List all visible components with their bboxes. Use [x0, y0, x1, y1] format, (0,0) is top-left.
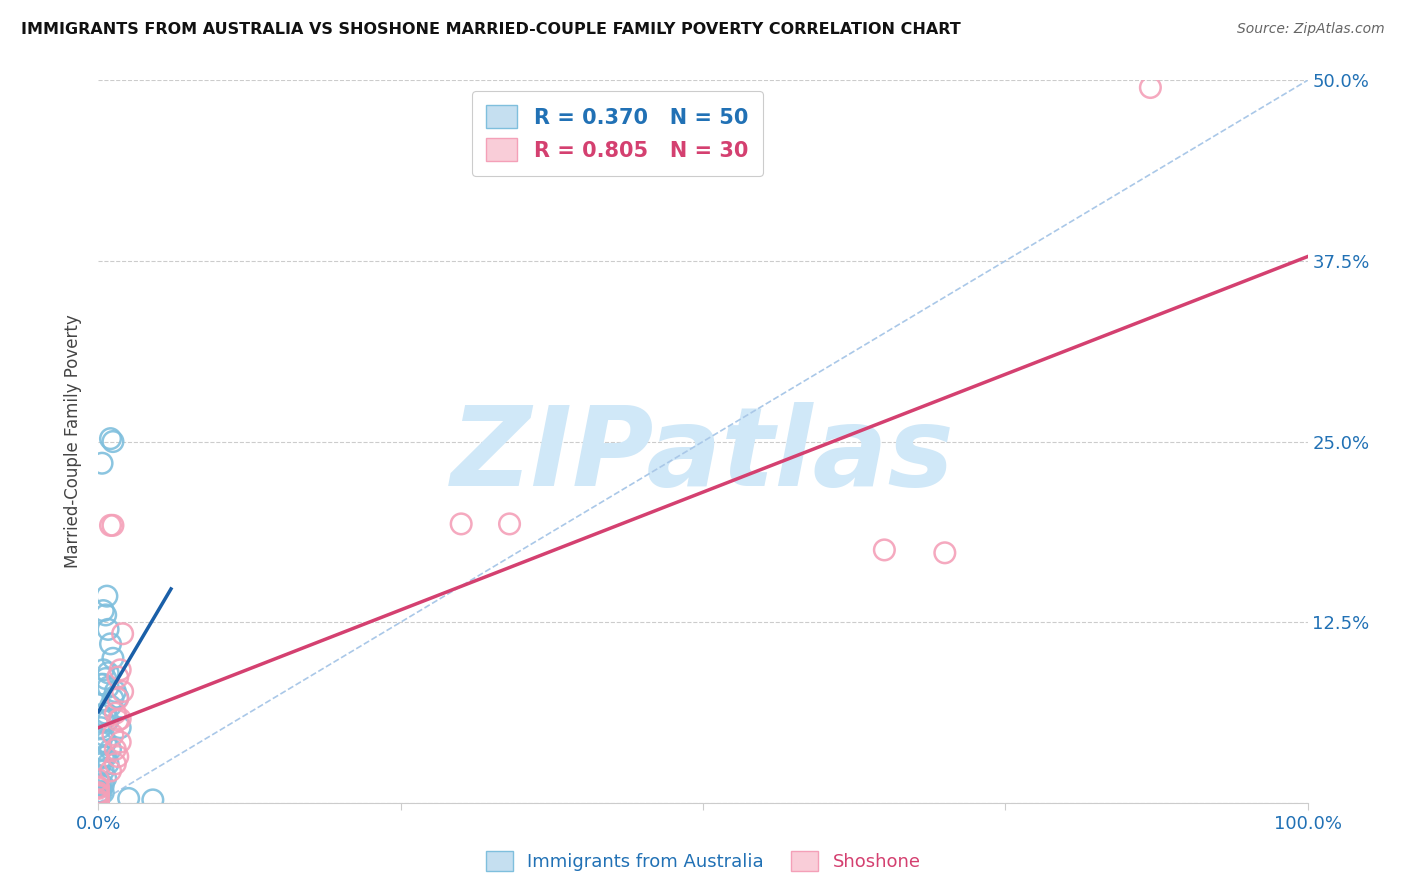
Point — [104, 684, 127, 698]
Point — [107, 691, 129, 706]
Point — [87, 780, 110, 794]
Point — [87, 794, 110, 808]
Point — [91, 604, 114, 618]
Point — [87, 790, 110, 805]
Point — [107, 690, 129, 705]
Point — [111, 626, 134, 640]
Point — [91, 714, 114, 728]
Point — [104, 706, 127, 721]
Point — [96, 589, 118, 603]
Point — [97, 680, 120, 694]
Point — [101, 434, 124, 449]
Point — [450, 516, 472, 531]
Point — [108, 712, 131, 726]
Point — [87, 772, 110, 787]
Point — [107, 670, 129, 684]
Point — [101, 728, 124, 742]
Point — [873, 542, 896, 557]
Point — [94, 771, 117, 785]
Point — [100, 432, 122, 446]
Point — [90, 786, 112, 800]
Point — [87, 786, 110, 800]
Point — [101, 691, 124, 706]
Point — [87, 796, 110, 810]
Point — [118, 791, 141, 805]
Point — [90, 756, 112, 771]
Point — [87, 786, 110, 800]
Point — [97, 623, 120, 637]
Point — [87, 796, 110, 810]
Text: Source: ZipAtlas.com: Source: ZipAtlas.com — [1237, 22, 1385, 37]
Point — [87, 789, 110, 803]
Point — [87, 796, 110, 810]
Point — [94, 607, 117, 622]
Point — [90, 707, 112, 722]
Point — [111, 684, 134, 698]
Point — [94, 735, 117, 749]
Point — [97, 756, 120, 771]
Point — [87, 794, 110, 808]
Point — [101, 651, 124, 665]
Point — [107, 749, 129, 764]
Point — [91, 779, 114, 793]
Point — [91, 677, 114, 691]
Point — [91, 786, 114, 800]
Point — [107, 714, 129, 728]
Point — [87, 793, 110, 807]
Point — [91, 663, 114, 677]
Text: ZIPatlas: ZIPatlas — [451, 402, 955, 509]
Point — [100, 742, 122, 756]
Point — [91, 764, 114, 778]
Point — [108, 735, 131, 749]
Point — [142, 793, 165, 807]
Legend: Immigrants from Australia, Shoshone: Immigrants from Australia, Shoshone — [478, 844, 928, 879]
Point — [100, 764, 122, 778]
Point — [87, 793, 110, 807]
Point — [91, 728, 114, 742]
Point — [87, 789, 110, 803]
Point — [87, 791, 110, 805]
Point — [90, 742, 112, 756]
Point — [94, 672, 117, 686]
Point — [91, 456, 114, 470]
Point — [108, 663, 131, 677]
Point — [498, 516, 520, 531]
Point — [100, 698, 122, 713]
Legend: R = 0.370   N = 50, R = 0.805   N = 30: R = 0.370 N = 50, R = 0.805 N = 30 — [471, 91, 763, 176]
Point — [90, 735, 112, 749]
Point — [108, 721, 131, 735]
Point — [90, 721, 112, 735]
Y-axis label: Married-Couple Family Poverty: Married-Couple Family Poverty — [65, 315, 83, 568]
Point — [1139, 80, 1161, 95]
Point — [97, 665, 120, 680]
Text: IMMIGRANTS FROM AUSTRALIA VS SHOSHONE MARRIED-COUPLE FAMILY POVERTY CORRELATION : IMMIGRANTS FROM AUSTRALIA VS SHOSHONE MA… — [21, 22, 960, 37]
Point — [90, 677, 112, 691]
Point — [94, 706, 117, 721]
Point — [97, 714, 120, 728]
Point — [90, 779, 112, 793]
Point — [87, 787, 110, 801]
Point — [100, 518, 122, 533]
Point — [104, 756, 127, 771]
Point — [91, 749, 114, 764]
Point — [100, 637, 122, 651]
Point — [104, 742, 127, 756]
Point — [87, 781, 110, 796]
Point — [934, 546, 956, 560]
Point — [101, 518, 124, 533]
Point — [94, 749, 117, 764]
